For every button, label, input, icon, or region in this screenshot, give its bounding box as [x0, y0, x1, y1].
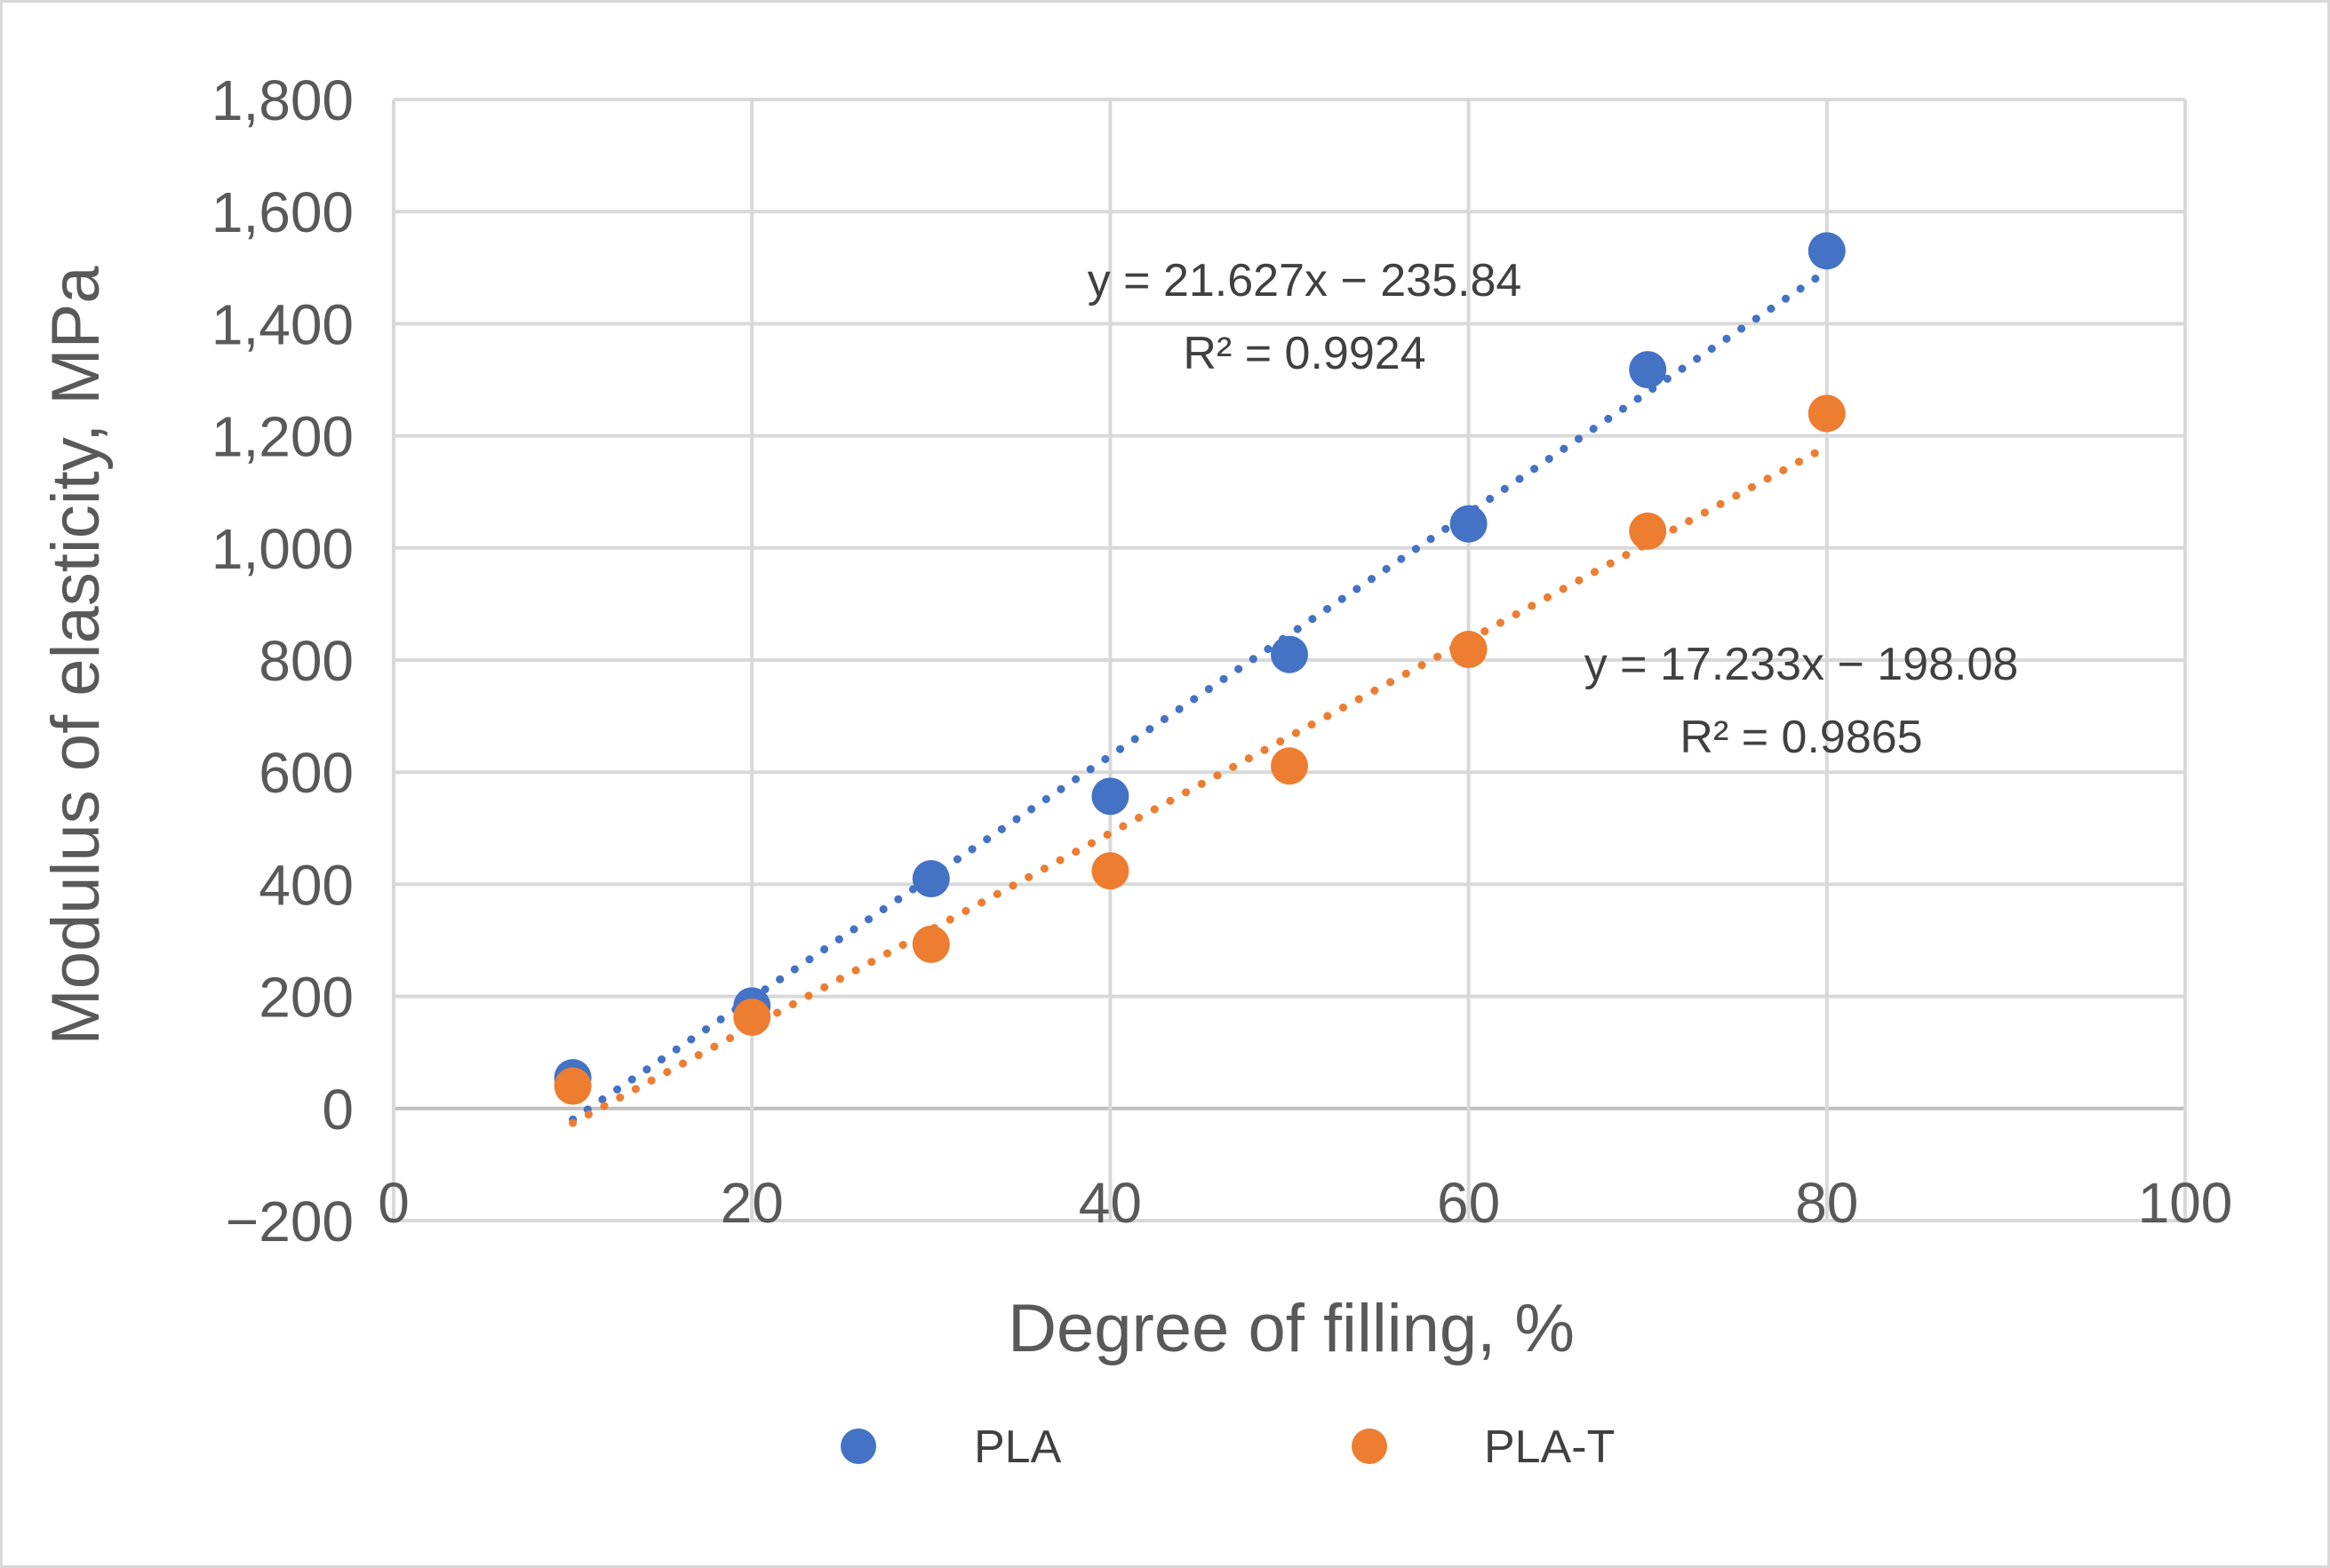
point-pla-t[interactable]: [1091, 852, 1129, 890]
legend-label-pla: PLA: [974, 1421, 1062, 1473]
y-tick-label: 1,600: [211, 180, 354, 244]
point-pla[interactable]: [1271, 635, 1308, 673]
x-tick-label: 20: [721, 1171, 784, 1235]
x-tick-label: 40: [1079, 1171, 1142, 1235]
legend-marker-pla: [841, 1429, 876, 1464]
point-pla[interactable]: [1449, 505, 1488, 543]
y-tick-label: 400: [259, 853, 354, 917]
trendline-pla: [569, 267, 1831, 1124]
pla-t-r-squared: R² = 0.9865: [1680, 712, 1922, 763]
x-tick-label: 60: [1437, 1171, 1500, 1235]
x-tick-label: 0: [378, 1171, 410, 1235]
trendline-pla-t: [569, 442, 1831, 1127]
y-tick-label: 1,000: [211, 517, 354, 581]
x-axis-title: Degree of filling, %: [1008, 1291, 1575, 1366]
legend-marker-pla-t: [1352, 1429, 1387, 1464]
point-pla[interactable]: [1091, 777, 1129, 816]
x-tick-label: 100: [2138, 1171, 2233, 1235]
y-tick-label: 1,200: [211, 405, 354, 469]
point-pla-t[interactable]: [733, 998, 771, 1036]
pla-t-equation: y = 17.233x − 198.08: [1584, 639, 2019, 690]
point-pla-t[interactable]: [1271, 747, 1308, 785]
tick-labels: −20002004006008001,0001,2001,4001,6001,8…: [211, 68, 2233, 1254]
point-pla-t[interactable]: [1629, 512, 1667, 550]
point-pla-t[interactable]: [1807, 394, 1846, 433]
y-tick-label: 1,400: [211, 292, 354, 356]
trendlines: [569, 267, 1831, 1127]
y-tick-label: −200: [226, 1190, 354, 1254]
point-pla[interactable]: [1629, 351, 1667, 389]
point-pla-t[interactable]: [554, 1067, 592, 1105]
point-pla[interactable]: [1807, 232, 1846, 270]
y-tick-label: 1,800: [211, 68, 354, 132]
legend-item-pla-t[interactable]: PLA-T: [1352, 1421, 1615, 1473]
scatter-chart: −20002004006008001,0001,2001,4001,6001,8…: [38, 68, 2233, 1473]
trendline-equations: y = 21.627x − 235.84 R² = 0.9924 y = 17.…: [1088, 255, 2019, 763]
legend-label-pla-t: PLA-T: [1484, 1421, 1615, 1473]
pla-equation: y = 21.627x − 235.84: [1088, 255, 1522, 306]
x-tick-label: 80: [1795, 1171, 1858, 1235]
legend-item-pla[interactable]: PLA: [841, 1421, 1062, 1473]
y-tick-label: 600: [259, 741, 354, 805]
point-pla-t[interactable]: [912, 925, 950, 963]
y-tick-label: 800: [259, 629, 354, 693]
y-axis-title: Modulus of elasticity, MPa: [38, 266, 114, 1046]
y-tick-label: 200: [259, 966, 354, 1030]
y-tick-label: 0: [322, 1078, 354, 1142]
point-pla[interactable]: [912, 860, 950, 898]
point-pla-t[interactable]: [1449, 631, 1488, 669]
pla-r-squared: R² = 0.9924: [1183, 328, 1425, 379]
legend: PLA PLA-T: [841, 1421, 1615, 1473]
data-points: [554, 232, 1846, 1105]
